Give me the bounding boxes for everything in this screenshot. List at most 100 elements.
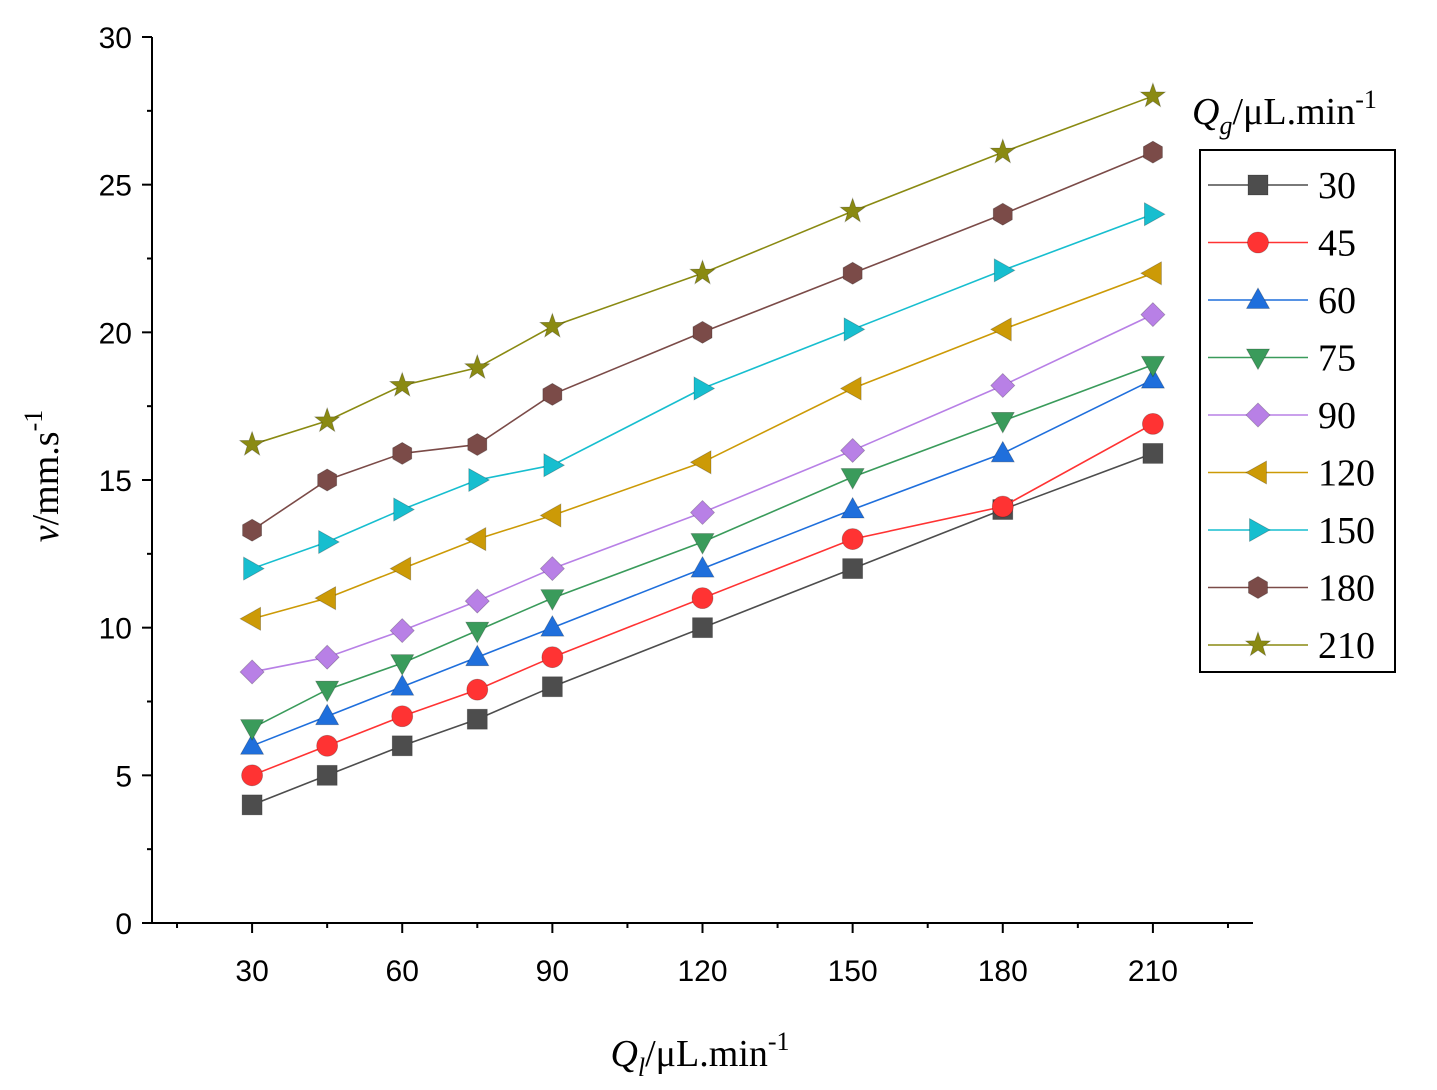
- data-point: [317, 468, 338, 492]
- y-tick-label: 10: [99, 613, 132, 646]
- data-point: [543, 453, 566, 478]
- legend-title: Qg/μL.min-1: [1192, 85, 1377, 140]
- data-point: [390, 673, 415, 696]
- legend-marker: [1247, 231, 1269, 254]
- legend-item-180: 180: [1208, 568, 1375, 610]
- data-point: [241, 794, 263, 816]
- data-point: [466, 678, 489, 701]
- y-tick-label: 5: [115, 760, 132, 793]
- legend-item-210: 210: [1208, 625, 1375, 667]
- data-point: [388, 371, 416, 397]
- data-point: [840, 496, 865, 519]
- series-60: [239, 366, 1166, 755]
- series-210: [238, 81, 1167, 457]
- data-point: [688, 259, 717, 285]
- data-point: [991, 495, 1014, 518]
- data-point: [1142, 412, 1164, 435]
- data-point: [992, 202, 1013, 226]
- data-point: [990, 412, 1015, 434]
- data-point: [239, 659, 265, 685]
- data-point: [316, 734, 339, 757]
- data-point: [243, 556, 265, 581]
- data-point: [392, 441, 413, 465]
- data-point: [693, 376, 716, 401]
- legend-marker: [1245, 287, 1271, 309]
- legend-label: 30: [1318, 165, 1356, 207]
- series-120: [239, 261, 1162, 631]
- series-75: [239, 355, 1166, 741]
- legend-box: [1199, 149, 1396, 673]
- y-tick-label: 25: [99, 170, 132, 203]
- x-tick-label: 120: [677, 955, 727, 988]
- data-point: [1139, 81, 1167, 108]
- data-point: [690, 533, 715, 555]
- y-tick-label: 30: [99, 22, 132, 55]
- data-point: [990, 440, 1015, 463]
- legend-label: 60: [1318, 280, 1356, 322]
- x-tick-label: 150: [828, 955, 878, 988]
- data-point: [540, 589, 565, 611]
- series-180: [242, 140, 1163, 542]
- data-point: [689, 499, 716, 526]
- legend-label: 150: [1318, 510, 1375, 552]
- data-point: [314, 644, 340, 670]
- legend-marker: [1245, 348, 1271, 371]
- legend-label: 120: [1318, 453, 1375, 495]
- data-point: [391, 705, 414, 728]
- data-point: [465, 621, 490, 644]
- data-point: [239, 732, 265, 755]
- legend-marker: [1245, 460, 1267, 485]
- legend-marker: [1244, 630, 1272, 657]
- legend-item-60: 60: [1208, 280, 1356, 322]
- data-point: [842, 261, 863, 285]
- data-point: [391, 735, 413, 757]
- data-point: [840, 468, 865, 490]
- legend-label: 75: [1318, 338, 1356, 380]
- data-point: [316, 764, 338, 786]
- x-tick-label: 30: [235, 955, 268, 988]
- data-point: [466, 708, 488, 730]
- legend-item-90: 90: [1208, 395, 1356, 437]
- legend-item-45: 45: [1208, 223, 1356, 265]
- data-point: [540, 614, 565, 637]
- data-point: [1140, 261, 1162, 286]
- data-point: [993, 258, 1016, 283]
- data-point: [691, 587, 714, 610]
- data-point: [468, 467, 491, 493]
- data-point: [541, 676, 563, 698]
- legend-label: 90: [1318, 395, 1356, 437]
- data-point: [541, 646, 564, 669]
- data-point: [242, 518, 263, 542]
- axes: 0 5 10 15 20 25 30 30 60 90 120 150 180 210: [99, 22, 1253, 988]
- data-point: [314, 703, 340, 726]
- y-tick-label: 15: [99, 465, 132, 498]
- series-layer: [238, 81, 1167, 816]
- data-point: [989, 137, 1017, 164]
- data-point: [465, 644, 490, 667]
- y-tick-label: 0: [115, 908, 132, 941]
- x-tick-label: 180: [978, 955, 1028, 988]
- legend-label: 180: [1318, 568, 1375, 610]
- data-point: [389, 618, 415, 644]
- data-point: [464, 526, 487, 552]
- series-90: [239, 302, 1166, 685]
- data-point: [839, 197, 867, 223]
- y-tick-label: 20: [99, 317, 132, 350]
- x-tick-label: 90: [536, 955, 569, 988]
- data-point: [1140, 302, 1166, 328]
- data-point: [390, 654, 415, 676]
- data-point: [843, 317, 866, 342]
- legend-label: 45: [1318, 223, 1356, 265]
- data-point: [1144, 202, 1166, 227]
- legend-item-120: 120: [1208, 453, 1375, 495]
- legend-marker: [1247, 174, 1269, 196]
- data-point: [840, 437, 866, 464]
- data-point: [1140, 355, 1166, 378]
- data-point: [463, 353, 491, 380]
- data-point: [690, 555, 715, 578]
- y-axis-title: v/mm.s-1: [19, 410, 67, 543]
- legend: 30 45 60 75 90 120 150 180 210: [1199, 149, 1396, 673]
- data-point: [239, 719, 265, 741]
- legend-item-30: 30: [1208, 165, 1356, 207]
